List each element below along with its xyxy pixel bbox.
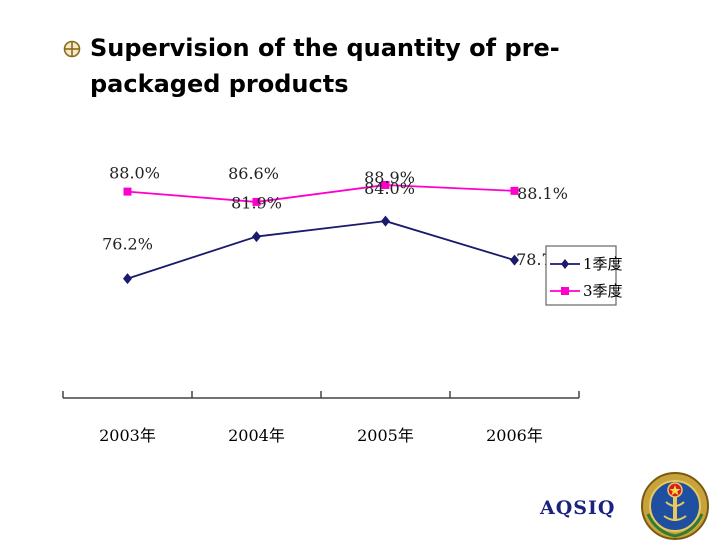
data-point — [252, 197, 261, 206]
x-tick-label: 2003年 — [99, 426, 156, 445]
data-label: 88.1% — [517, 184, 568, 203]
data-label: 76.2% — [102, 235, 153, 254]
brand-text: AQSIQ — [540, 497, 616, 519]
series-layer — [123, 180, 519, 285]
x-tick-label: 2006年 — [486, 426, 543, 445]
data-point — [510, 254, 519, 266]
legend-label: 3季度 — [583, 282, 623, 300]
data-label: 88.0% — [109, 164, 160, 183]
legend-marker — [561, 287, 569, 295]
legend-marker — [561, 259, 569, 269]
aqsiq-emblem-icon — [641, 472, 709, 540]
series-line — [127, 220, 515, 280]
slide-title: Supervision of the quantity of pre-packa… — [90, 34, 560, 98]
x-tick-label: 2004年 — [228, 426, 285, 445]
data-labels: 76.2%81.9%84.0%78.7%88.0% 86.6% 88.9%88.1% — [102, 164, 568, 270]
data-point — [381, 215, 390, 227]
x-tick-label: 2005年 — [357, 426, 414, 445]
data-point — [123, 273, 132, 285]
data-point — [510, 186, 519, 195]
legend: 1季度 3季度 — [545, 245, 623, 306]
bullet-icon — [63, 40, 81, 58]
data-label: 81.9% — [231, 194, 282, 213]
data-label: 88.9% — [364, 168, 415, 187]
data-point — [252, 231, 261, 243]
data-label: 84.0% — [364, 179, 415, 198]
series-line — [127, 184, 515, 203]
data-point — [123, 187, 132, 196]
legend-box — [545, 245, 617, 306]
x-axis: 2003年 2004年 2005年 2006年 — [62, 391, 580, 445]
data-label: 86.6% — [228, 164, 279, 183]
data-point — [381, 180, 390, 189]
legend-label: 1季度 — [583, 255, 623, 273]
